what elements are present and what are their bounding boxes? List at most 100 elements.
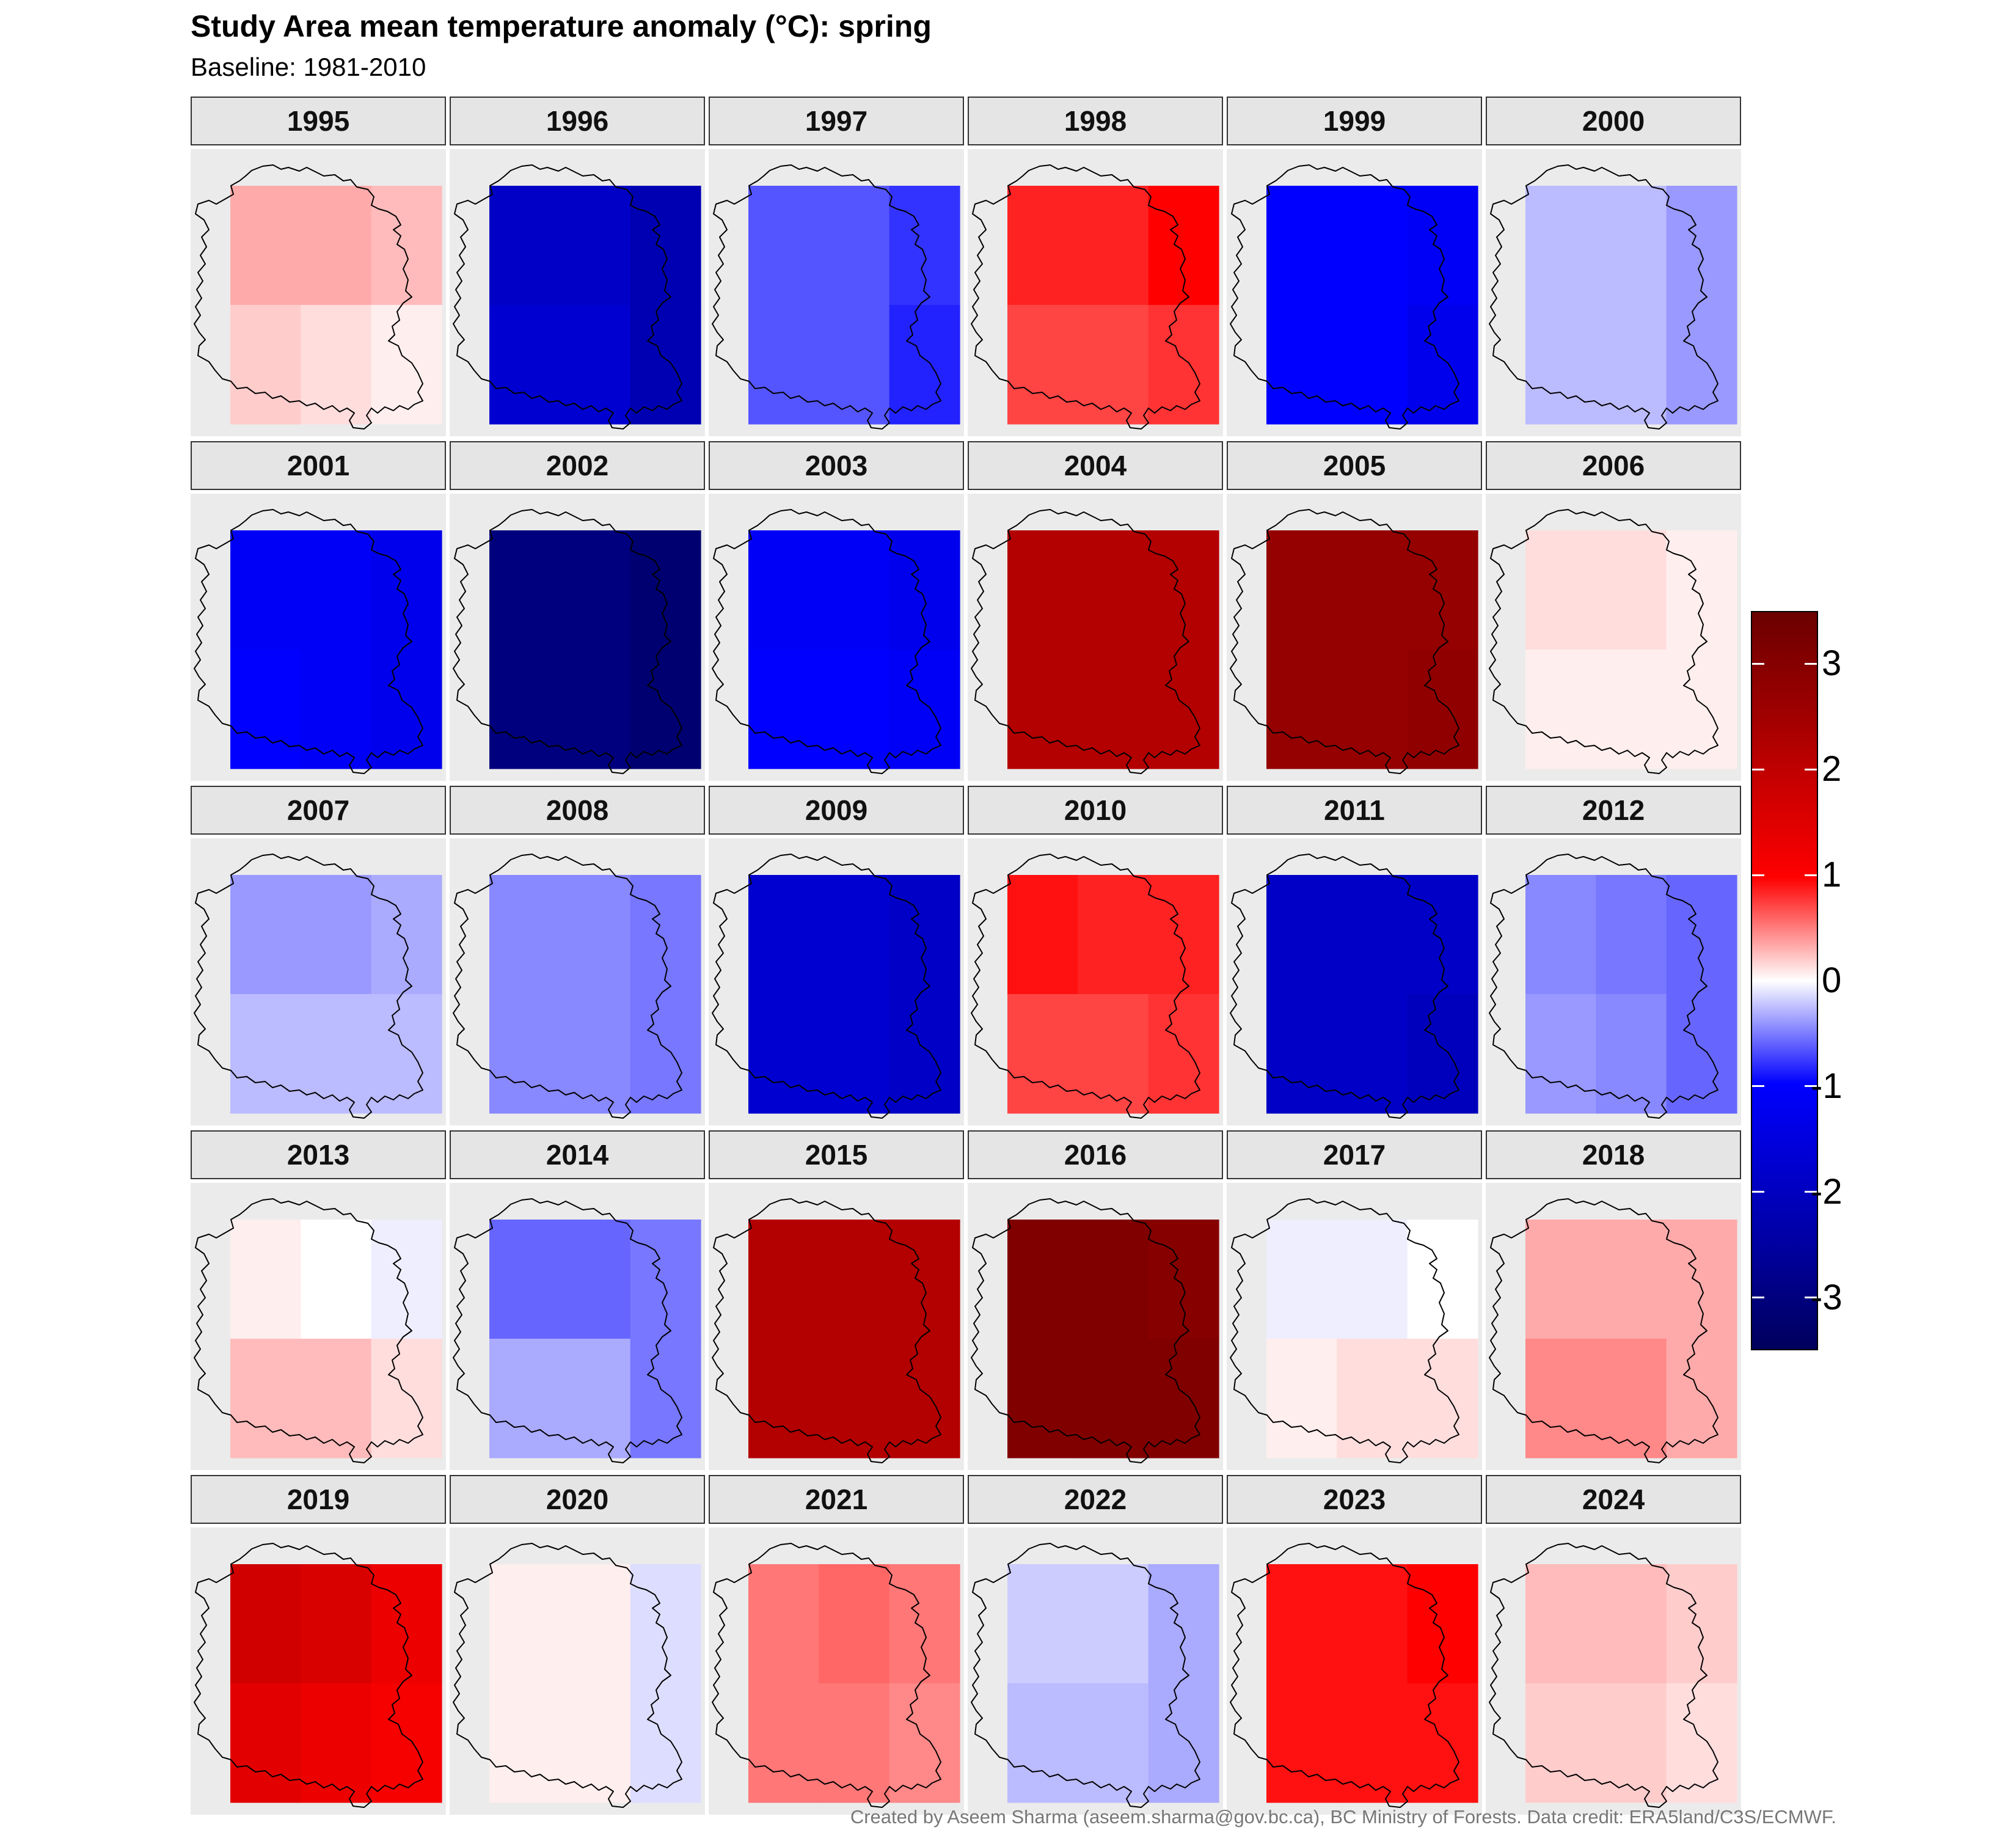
heatmap-cell [560, 186, 631, 306]
colorbar-tick-mark [1805, 1085, 1817, 1088]
heatmap-cell [819, 305, 890, 425]
study-area-outline [971, 509, 1200, 774]
heatmap-cell [1007, 530, 1078, 650]
heatmap-cell [301, 530, 372, 650]
facet-strip-label: 2006 [1486, 441, 1741, 490]
heatmap-cell [748, 1339, 819, 1458]
facet-strip-label: 2020 [450, 1475, 705, 1524]
heatmap-cell [489, 1339, 560, 1458]
facet-plot-area [1486, 1528, 1741, 1815]
heatmap-cell [889, 305, 960, 425]
facet-plot-area [1486, 838, 1741, 1125]
heatmap-cell [1407, 1683, 1478, 1803]
heatmap-cell [489, 186, 560, 306]
facet-strip-label: 1996 [450, 97, 705, 145]
study-area-outline [453, 1543, 682, 1808]
heatmap-cell [1266, 1339, 1337, 1458]
facet-plot-area [1227, 494, 1482, 781]
heatmap-cell [1407, 305, 1478, 425]
heatmap-cell [1078, 994, 1149, 1114]
facet-strip-label: 2016 [968, 1130, 1223, 1179]
facet-plot-area [450, 1528, 705, 1815]
heatmap-cell [1007, 994, 1078, 1114]
facet-plot-area [1486, 1183, 1741, 1470]
heatmap-cell [560, 649, 631, 769]
facet-panel-1997: 1997 [709, 97, 964, 436]
facet-plot-area [1227, 1183, 1482, 1470]
heatmap-cell [819, 875, 890, 995]
heatmap-cell [560, 1564, 631, 1684]
facet-map [712, 509, 960, 774]
heatmap-cell [371, 649, 442, 769]
facet-plot-area [709, 838, 964, 1125]
heatmap-cell [1266, 994, 1337, 1114]
heatmap-cell [1337, 305, 1408, 425]
heatmap-cell [630, 1683, 701, 1803]
heatmap-cell [748, 875, 819, 995]
study-area-outline [1230, 1543, 1459, 1808]
heatmap-cell [889, 1339, 960, 1458]
study-area-outline [971, 854, 1200, 1119]
heatmap-cell [1266, 875, 1337, 995]
caption: Created by Aseem Sharma (aseem.sharma@go… [850, 1806, 1836, 1828]
colorbar-tick-label: 1 [1822, 855, 1842, 895]
heatmap-cell [1148, 1683, 1219, 1803]
heatmap-cell [371, 994, 442, 1114]
colorbar-tick-mark [1752, 662, 1764, 665]
heatmap-cell [371, 1339, 442, 1458]
heatmap-cell [748, 649, 819, 769]
colorbar-tick-mark [1752, 874, 1764, 876]
facet-plot-area [450, 838, 705, 1125]
facet-panel-1995: 1995 [191, 97, 446, 436]
heatmap-cell [748, 1564, 819, 1684]
facet-strip-label: 2021 [709, 1475, 964, 1524]
study-area-outline [712, 1543, 941, 1808]
colorbar-tick-mark [1752, 768, 1764, 770]
colorbar-tick-mark [1805, 874, 1817, 876]
heatmap-cell [1596, 1339, 1667, 1458]
facet-plot-area [968, 494, 1223, 781]
study-area-outline [1489, 164, 1718, 430]
heatmap-cell [1666, 1683, 1737, 1803]
heatmap-cell [1407, 1339, 1478, 1458]
facet-panel-2006: 2006 [1486, 441, 1741, 781]
heatmap-cell [1525, 530, 1596, 650]
facet-panel-2012: 2012 [1486, 786, 1741, 1125]
heatmap-cell [1078, 186, 1149, 306]
colorbar-tick-mark [1805, 1191, 1817, 1193]
heatmap-cell [1266, 305, 1337, 425]
heatmap-cell [301, 994, 372, 1114]
study-area-outline [971, 1543, 1200, 1808]
facet-plot-area [191, 149, 446, 436]
colorbar-tick-mark [1752, 1297, 1764, 1299]
facet-strip-label: 2017 [1227, 1130, 1482, 1179]
heatmap-cell [1337, 1564, 1408, 1684]
heatmap-cell [630, 994, 701, 1114]
facet-map [1230, 1543, 1478, 1808]
heatmap-cell [1266, 1683, 1337, 1803]
facet-panel-2009: 2009 [709, 786, 964, 1125]
heatmap-cell [630, 1339, 701, 1458]
heatmap-cell [301, 1564, 372, 1684]
facet-panel-2010: 2010 [968, 786, 1223, 1125]
heatmap-cell [1148, 1339, 1219, 1458]
heatmap-cell [560, 305, 631, 425]
facet-plot-area [968, 149, 1223, 436]
heatmap-cell [1596, 1683, 1667, 1803]
facet-strip-label: 2008 [450, 786, 705, 835]
heatmap-cell [301, 649, 372, 769]
facet-panel-2000: 2000 [1486, 97, 1741, 436]
facet-map [712, 854, 960, 1119]
facet-strip-label: 2024 [1486, 1475, 1741, 1524]
heatmap-cell [489, 530, 560, 650]
heatmap-cell [889, 649, 960, 769]
facet-map [1230, 509, 1478, 774]
heatmap-cell [489, 1220, 560, 1339]
heatmap-cell [1337, 1339, 1408, 1458]
facet-strip-label: 2009 [709, 786, 964, 835]
heatmap-cell [301, 186, 372, 306]
facet-panel-2017: 2017 [1227, 1130, 1482, 1470]
facet-panel-2015: 2015 [709, 1130, 964, 1470]
heatmap-cell [301, 1339, 372, 1458]
facet-strip-label: 2018 [1486, 1130, 1741, 1179]
